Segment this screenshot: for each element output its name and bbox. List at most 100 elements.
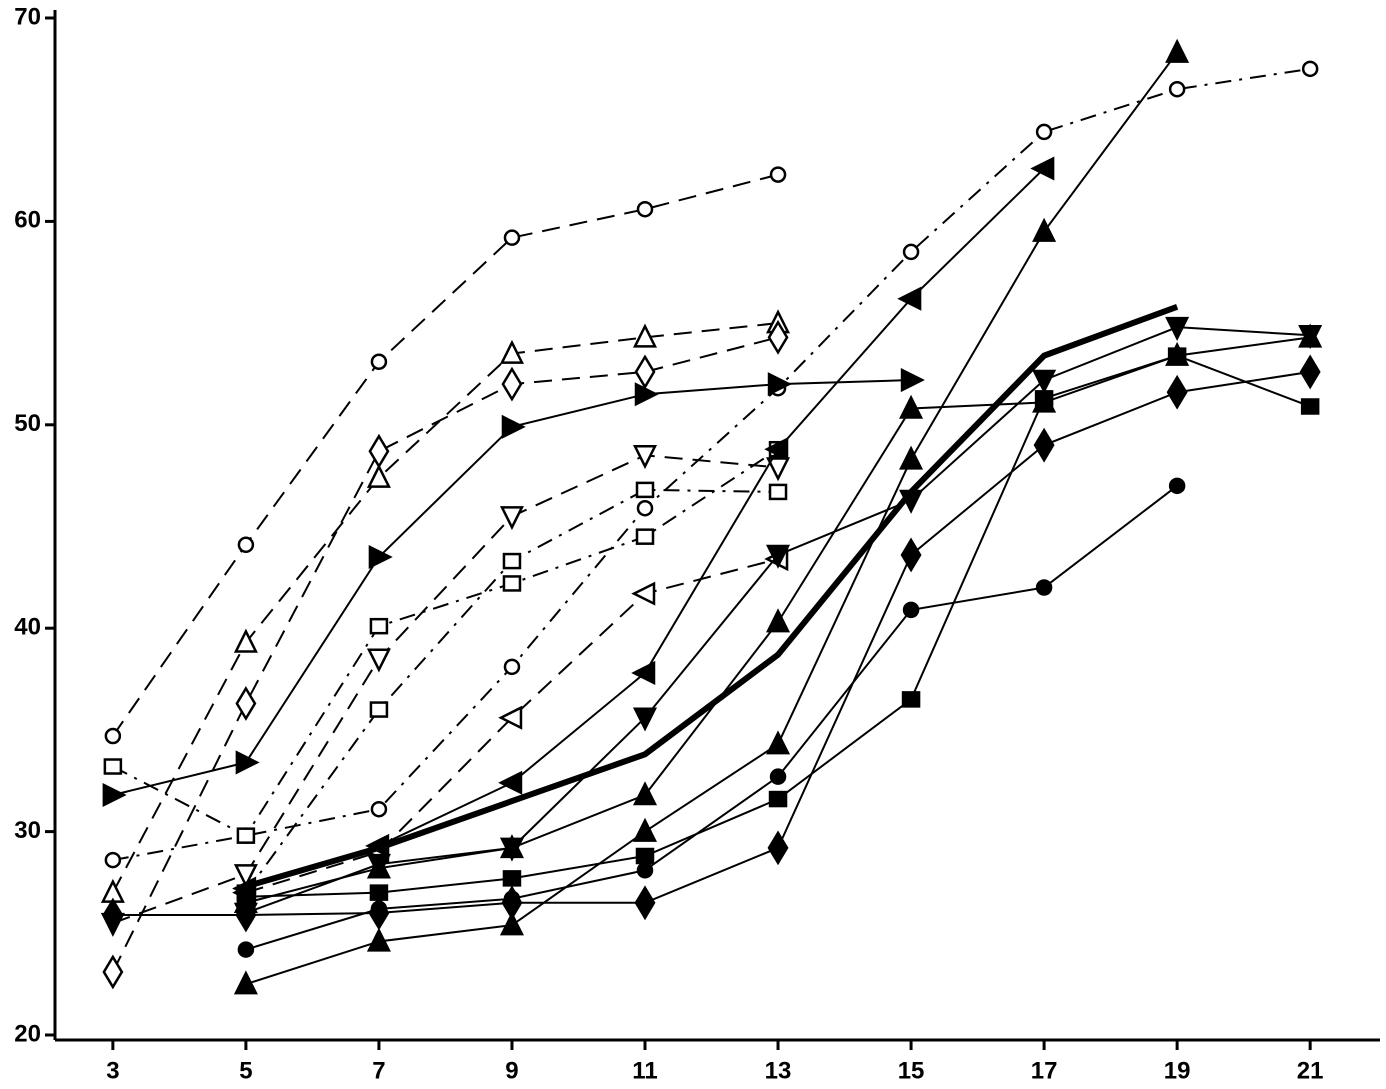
marker bbox=[1033, 427, 1055, 463]
marker bbox=[102, 782, 127, 808]
marker bbox=[1167, 347, 1187, 364]
marker bbox=[1035, 579, 1053, 596]
series-line bbox=[245, 558, 779, 894]
marker bbox=[236, 888, 256, 905]
marker bbox=[237, 536, 255, 554]
marker bbox=[636, 200, 654, 218]
marker bbox=[237, 941, 255, 958]
marker bbox=[634, 382, 659, 407]
marker bbox=[366, 463, 391, 488]
marker bbox=[1034, 390, 1054, 407]
x-tick-label: 5 bbox=[239, 1057, 252, 1084]
marker bbox=[632, 707, 658, 732]
y-tick-label: 40 bbox=[14, 614, 41, 641]
marker bbox=[899, 394, 924, 419]
marker bbox=[503, 229, 521, 246]
marker bbox=[235, 750, 260, 775]
marker bbox=[498, 705, 523, 730]
marker bbox=[902, 243, 920, 261]
marker bbox=[766, 457, 791, 482]
marker bbox=[104, 851, 122, 869]
marker bbox=[635, 528, 655, 545]
series-line bbox=[245, 304, 1179, 890]
marker bbox=[1168, 80, 1186, 98]
marker bbox=[902, 601, 920, 619]
marker bbox=[636, 499, 654, 517]
marker bbox=[897, 286, 922, 311]
marker bbox=[1030, 156, 1055, 181]
series-line bbox=[111, 336, 779, 973]
marker bbox=[1168, 477, 1186, 495]
marker bbox=[1032, 369, 1057, 394]
marker bbox=[1299, 354, 1321, 390]
marker bbox=[102, 954, 124, 990]
marker bbox=[769, 768, 787, 785]
marker bbox=[368, 544, 393, 570]
marker bbox=[370, 800, 388, 818]
y-tick-label: 60 bbox=[14, 207, 41, 234]
series-line bbox=[245, 485, 1178, 951]
marker bbox=[632, 323, 658, 348]
marker bbox=[235, 897, 257, 933]
marker bbox=[766, 544, 791, 569]
marker bbox=[767, 319, 789, 355]
x-tick-label: 15 bbox=[898, 1057, 925, 1084]
marker bbox=[632, 781, 658, 806]
marker bbox=[766, 730, 791, 755]
marker bbox=[635, 481, 655, 499]
marker bbox=[501, 366, 523, 402]
marker bbox=[768, 483, 788, 501]
marker bbox=[366, 853, 391, 878]
series-line bbox=[112, 448, 779, 837]
x-tick-label: 7 bbox=[372, 1057, 385, 1084]
marker bbox=[370, 353, 388, 370]
marker bbox=[768, 790, 788, 808]
x-tick-label: 13 bbox=[765, 1057, 792, 1084]
marker bbox=[233, 970, 258, 995]
y-tick-label: 30 bbox=[14, 817, 41, 844]
marker bbox=[1165, 316, 1190, 341]
marker bbox=[634, 354, 656, 390]
marker bbox=[631, 581, 656, 606]
marker bbox=[1165, 38, 1190, 63]
marker bbox=[103, 758, 123, 775]
marker bbox=[366, 927, 391, 952]
marker bbox=[104, 727, 122, 745]
marker bbox=[900, 537, 922, 573]
series-line bbox=[111, 322, 779, 894]
marker bbox=[499, 339, 524, 364]
marker bbox=[766, 608, 791, 633]
marker bbox=[631, 660, 656, 685]
marker bbox=[767, 372, 792, 397]
marker bbox=[1035, 123, 1053, 141]
x-tick-label: 17 bbox=[1031, 1057, 1058, 1084]
marker bbox=[233, 864, 258, 889]
marker bbox=[233, 628, 258, 653]
marker bbox=[369, 884, 389, 901]
marker bbox=[102, 897, 124, 933]
series-line bbox=[112, 67, 1311, 862]
x-tick-label: 3 bbox=[106, 1057, 119, 1084]
marker bbox=[503, 890, 521, 907]
marker bbox=[498, 770, 523, 795]
x-tick-label: 9 bbox=[505, 1057, 518, 1084]
marker bbox=[499, 911, 524, 936]
marker bbox=[634, 885, 656, 921]
marker bbox=[900, 368, 925, 393]
marker bbox=[370, 900, 388, 918]
marker bbox=[1301, 60, 1319, 78]
marker bbox=[236, 827, 256, 844]
marker bbox=[502, 552, 522, 570]
marker bbox=[499, 506, 524, 531]
marker bbox=[635, 847, 655, 865]
marker bbox=[899, 445, 924, 470]
marker bbox=[1298, 325, 1323, 350]
series-line bbox=[112, 454, 779, 925]
series-line bbox=[112, 173, 779, 737]
marker bbox=[632, 445, 658, 470]
marker bbox=[502, 575, 522, 592]
marker bbox=[767, 830, 789, 866]
marker bbox=[636, 861, 654, 879]
marker bbox=[503, 658, 521, 676]
x-tick-label: 11 bbox=[632, 1057, 657, 1084]
